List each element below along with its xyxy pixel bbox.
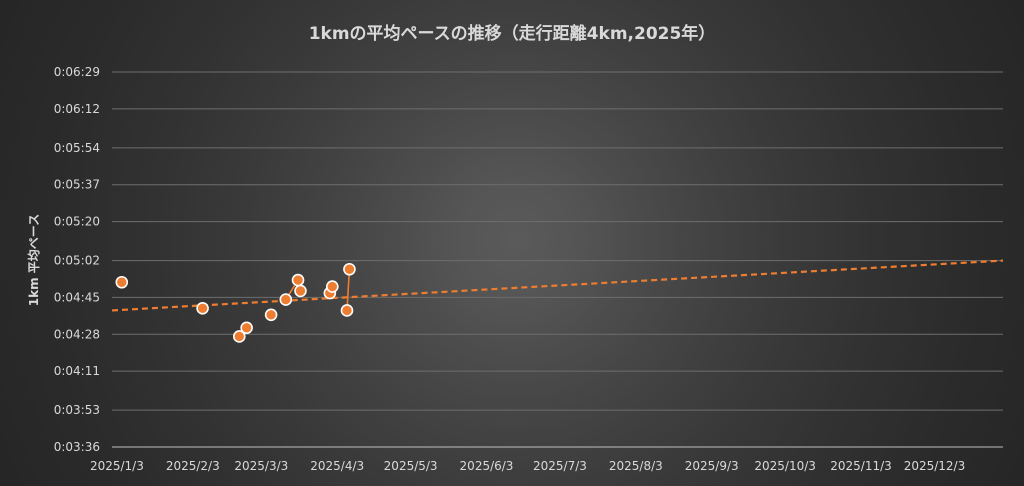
connector-line <box>346 269 351 311</box>
data-points <box>115 262 356 343</box>
trendline-layer <box>111 259 1004 312</box>
y-tick-label: 0:05:20 <box>54 215 100 229</box>
data-point <box>279 293 293 306</box>
x-tick-label: 2025/9/3 <box>685 459 739 473</box>
y-tick-label: 0:03:53 <box>54 403 100 417</box>
data-point <box>326 280 339 293</box>
y-tick-label: 0:05:37 <box>54 178 100 192</box>
y-tick-label: 0:03:36 <box>54 440 100 454</box>
data-point <box>232 330 246 343</box>
data-point <box>196 301 209 315</box>
trendline <box>111 259 1004 312</box>
x-tick-label: 2025/6/3 <box>460 459 514 473</box>
y-tick-label: 0:06:29 <box>54 65 100 79</box>
x-tick-label: 2025/2/3 <box>166 459 220 473</box>
x-tick-label: 2025/8/3 <box>609 459 663 473</box>
y-tick-label: 0:05:54 <box>54 141 100 155</box>
y-axis-label: 1km 平均ペース <box>26 214 41 306</box>
y-tick-label: 0:04:45 <box>54 290 100 304</box>
data-point <box>264 308 278 322</box>
data-point <box>240 321 253 335</box>
x-tick-label: 2025/7/3 <box>533 459 587 473</box>
data-point <box>115 275 129 289</box>
data-point <box>340 304 354 317</box>
x-tick-label: 2025/4/3 <box>310 459 364 473</box>
x-tick-label: 2025/5/3 <box>384 459 438 473</box>
x-tick-labels: 2025/1/3 2025/2/3 2025/3/3 2025/4/3 2025/5/3… <box>90 459 965 473</box>
chart-title: 1kmの平均ペースの推移（走行距離4km,2025年） <box>309 23 716 44</box>
y-tick-label: 0:05:02 <box>54 254 100 268</box>
x-tick-label: 2025/12/3 <box>904 459 966 473</box>
y-tick-label: 0:06:12 <box>54 102 100 116</box>
data-point <box>291 273 305 287</box>
x-tick-label: 2025/11/3 <box>830 459 892 473</box>
x-tick-label: 2025/10/3 <box>754 459 816 473</box>
y-tick-labels: 0:03:36 0:03:53 0:04:11 0:04:28 0:04:45 0:05:… <box>54 65 100 454</box>
y-tick-label: 0:04:11 <box>54 364 100 378</box>
data-point <box>294 284 307 298</box>
y-tick-label: 0:04:28 <box>54 327 100 341</box>
x-tick-label: 2025/1/3 <box>90 459 144 473</box>
x-tick-label: 2025/3/3 <box>234 459 288 473</box>
gridlines <box>112 71 1003 448</box>
data-point <box>343 262 356 276</box>
